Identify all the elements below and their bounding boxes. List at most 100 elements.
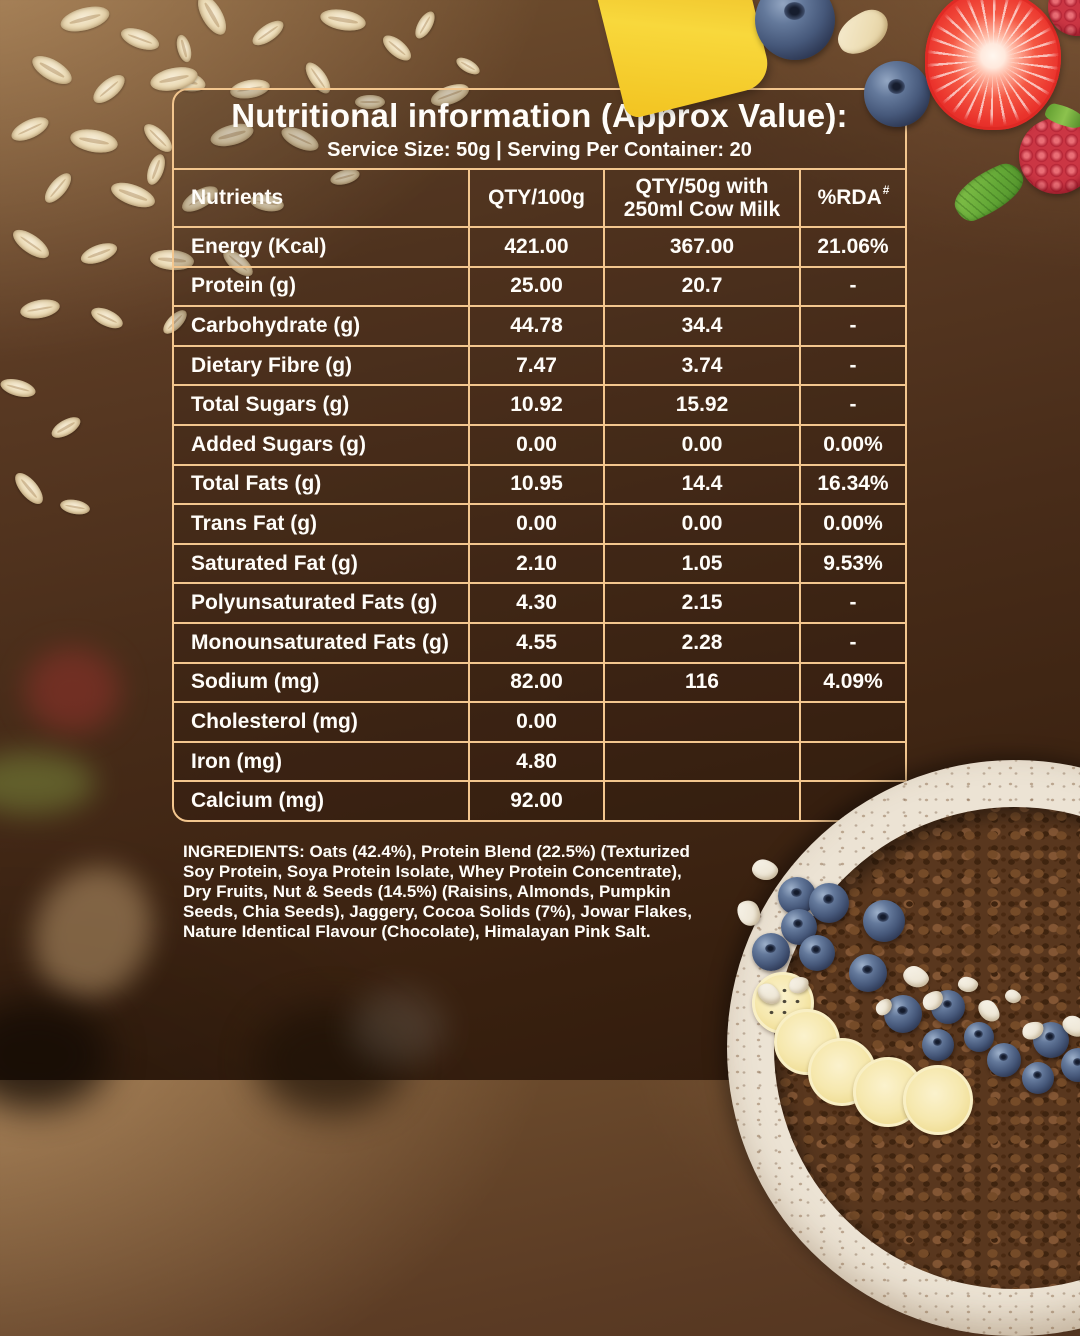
nutrient-value-cell: 3.74 [603, 344, 799, 385]
table-title-block: Nutritional information (Approx Value): … [174, 90, 905, 168]
oat-flake-image [174, 33, 194, 64]
blurred-gray-shape [350, 990, 445, 1065]
nutrient-value-cell: - [799, 265, 905, 306]
nutrient-value-cell [603, 780, 799, 820]
banana-slice-image [903, 1065, 973, 1135]
nutrient-name-cell: Sodium (mg) [174, 661, 468, 702]
nutrient-value-cell: 15.92 [603, 384, 799, 424]
nutrient-value-cell: 0.00 [468, 423, 603, 464]
nutrient-value-cell: 21.06% [799, 226, 905, 266]
nutrient-value-cell: 2.10 [468, 542, 603, 583]
oat-flake-image [18, 296, 62, 322]
nutrient-value-cell: 10.95 [468, 463, 603, 504]
oat-flake-image [8, 112, 52, 146]
nutrient-value-cell: 4.30 [468, 582, 603, 622]
raspberry-image [1019, 118, 1080, 194]
blueberry-topping-image [1061, 1048, 1080, 1082]
nutrient-name-cell: Polyunsaturated Fats (g) [174, 582, 468, 622]
nutrition-grid: Nutritional information (Approx Value): … [174, 90, 905, 820]
oat-flake-image [318, 6, 368, 34]
oat-flake-image [88, 303, 126, 333]
serving-info: Service Size: 50g | Serving Per Containe… [327, 138, 752, 161]
nutrient-value-cell: - [799, 305, 905, 345]
mint-leaf-image [946, 158, 1032, 226]
nutrient-value-cell: 0.00% [799, 503, 905, 543]
nutrient-value-cell: 7.47 [468, 344, 603, 385]
blueberry-topping-image [809, 883, 849, 923]
blueberry-topping-image [922, 1029, 954, 1061]
nutrient-value-cell: 82.00 [468, 661, 603, 702]
column-header-nutrients: Nutrients [174, 168, 468, 226]
nutrient-name-cell: Protein (g) [174, 265, 468, 306]
nutrient-name-cell: Cholesterol (mg) [174, 701, 468, 741]
nutrient-name-cell: Calcium (mg) [174, 780, 468, 820]
column-header-qty100: QTY/100g [468, 168, 603, 226]
nutrient-name-cell: Dietary Fibre (g) [174, 344, 468, 385]
oat-flake-image [27, 50, 77, 90]
nutrient-value-cell: 4.55 [468, 621, 603, 662]
nutrient-value-cell: 116 [603, 661, 799, 702]
oat-flake-image [58, 1, 112, 37]
coconut-flake-image [749, 856, 781, 884]
nutrition-label-page: { "label": { "title": "Nutritional infor… [0, 0, 1080, 1080]
nutrient-value-cell: 9.53% [799, 542, 905, 583]
nutrient-value-cell: 0.00 [603, 503, 799, 543]
nutrient-name-cell: Trans Fat (g) [174, 503, 468, 543]
nutrient-value-cell: 10.92 [468, 384, 603, 424]
oat-flake-image [68, 125, 120, 157]
column-header-qty50-milk: QTY/50g with 250ml Cow Milk [603, 168, 799, 226]
nutrient-value-cell [799, 780, 905, 820]
nutrient-value-cell: 0.00 [468, 701, 603, 741]
oat-flake-image [143, 151, 169, 188]
nutrient-value-cell: 2.28 [603, 621, 799, 662]
almond-slice-image [830, 3, 896, 61]
oat-flake-image [378, 30, 416, 66]
blueberry-topping-image [1022, 1062, 1054, 1094]
blueberry-image [864, 61, 930, 127]
nutrient-value-cell: 0.00% [799, 423, 905, 464]
nutrient-name-cell: Energy (Kcal) [174, 226, 468, 266]
nutrient-name-cell: Total Sugars (g) [174, 384, 468, 424]
page-title: Nutritional information (Approx Value): [231, 96, 848, 134]
nutrient-value-cell: 4.09% [799, 661, 905, 702]
rda-label: %RDA [817, 186, 882, 210]
oat-flake-image [78, 239, 120, 268]
oat-flake-image [59, 497, 91, 517]
oat-flake-image [355, 95, 385, 109]
oat-flake-image [248, 16, 288, 50]
nutrient-value-cell: - [799, 384, 905, 424]
nutrient-value-cell: 367.00 [603, 226, 799, 266]
nutrient-value-cell [799, 740, 905, 781]
oat-flake-image [40, 169, 76, 207]
nutrient-value-cell: 44.78 [468, 305, 603, 345]
strawberry-half-image [925, 0, 1061, 130]
nutrient-value-cell: 34.4 [603, 305, 799, 345]
nutrient-value-cell: 2.15 [603, 582, 799, 622]
oat-flake-image [453, 54, 483, 78]
nutrition-table: Nutritional information (Approx Value): … [172, 88, 907, 822]
oat-flake-image [0, 375, 38, 401]
nutrient-value-cell: 421.00 [468, 226, 603, 266]
oat-flake-image [118, 23, 162, 55]
ingredients-text: INGREDIENTS: Oats (42.4%), Protein Blend… [183, 842, 692, 941]
blueberry-image [755, 0, 835, 60]
nutrient-name-cell: Saturated Fat (g) [174, 542, 468, 583]
nutrient-value-cell: 16.34% [799, 463, 905, 504]
oat-flake-image [88, 69, 130, 109]
blurred-strawberry-image [25, 648, 120, 733]
blurred-nut-image [11, 847, 174, 1018]
oat-flake-image [10, 468, 48, 509]
oat-flake-image [8, 224, 54, 264]
nutrient-value-cell: - [799, 582, 905, 622]
nutrient-value-cell: 14.4 [603, 463, 799, 504]
nutrient-value-cell: 0.00 [468, 503, 603, 543]
blueberry-topping-image [863, 900, 905, 942]
nutrient-name-cell: Monounsaturated Fats (g) [174, 621, 468, 662]
rda-footnote-mark: # [882, 183, 890, 198]
nutrient-value-cell: 25.00 [468, 265, 603, 306]
oat-flake-image [192, 0, 232, 40]
nutrient-value-cell: - [799, 344, 905, 385]
oat-flake-image [48, 413, 84, 442]
blueberry-topping-image [752, 933, 790, 971]
nutrient-name-cell: Added Sugars (g) [174, 423, 468, 464]
